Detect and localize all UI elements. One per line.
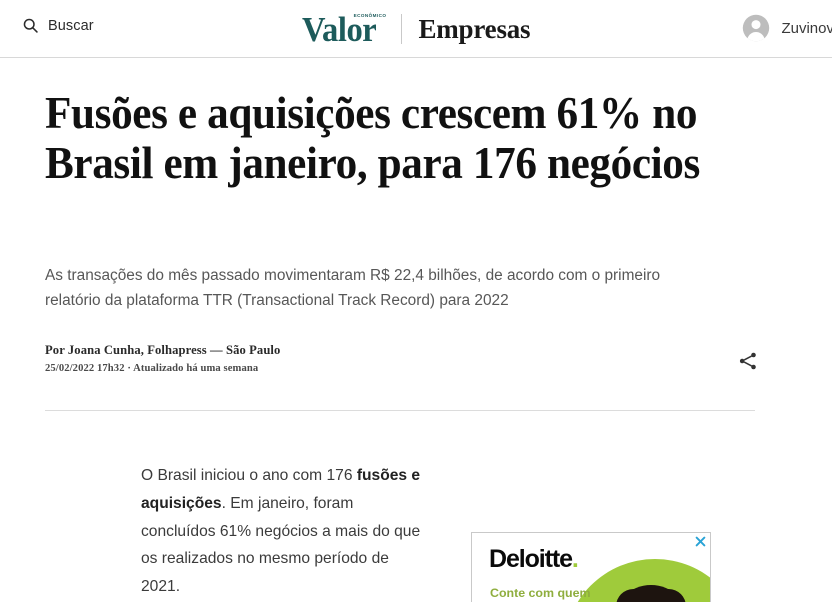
paragraph-bold-term: fusões e aquisições	[141, 467, 421, 512]
ad-brand-logo: Deloitte.	[489, 545, 579, 574]
section-title[interactable]: Empresas	[418, 13, 531, 44]
site-header: Buscar Valor ECONÔMICO Empresas Zuvinov	[0, 0, 832, 58]
user-menu[interactable]: Zuvinov	[742, 14, 832, 42]
page-title: Fusões e aquisições crescem 61% no Brasi…	[45, 88, 700, 189]
ad-copy-text: Conte com quem trabalha com os melhores …	[490, 586, 591, 600]
article-byline: Por Joana Cunha, Folhapress — São Paulo	[45, 343, 281, 357]
article-body: O Brasil iniciou o ano com 176 fusões e …	[141, 462, 431, 601]
user-avatar-icon	[742, 14, 770, 42]
article-timestamp: 25/02/2022 17h32 · Atualizado há uma sem…	[45, 363, 259, 374]
article-standfirst: As transações do mês passado movimentara…	[45, 267, 661, 309]
advertisement-banner[interactable]: Deloitte. Conte com quem trabalha com os…	[471, 532, 711, 602]
valor-logo[interactable]: Valor ECONÔMICO	[302, 12, 400, 47]
ad-person-photo	[594, 581, 710, 602]
paragraph-text-lead: O Brasil iniciou o ano com 176	[141, 467, 357, 484]
ad-close-icon[interactable]	[694, 535, 707, 548]
share-icon	[737, 350, 759, 372]
brand-lockup: Valor ECONÔMICO Empresas	[0, 0, 832, 58]
article-paragraph-1: O Brasil iniciou o ano com 176 fusões e …	[141, 462, 431, 601]
user-name: Zuvinov	[781, 19, 832, 37]
ad-brand-name: Deloitte	[489, 545, 573, 573]
section-divider	[45, 410, 755, 411]
ad-creative: Deloitte. Conte com quem trabalha com os…	[472, 533, 710, 602]
paragraph-text-rest: . Em janeiro, foram concluídos 61% negóc…	[141, 494, 421, 595]
brand-divider	[401, 14, 403, 44]
search-icon	[22, 17, 39, 34]
share-button[interactable]	[737, 350, 759, 372]
valor-logo-text: Valor	[301, 9, 377, 49]
search-button[interactable]: Buscar	[22, 17, 94, 34]
valor-logo-superscript: ECONÔMICO	[353, 12, 387, 18]
search-label: Buscar	[48, 17, 94, 34]
ad-brand-dot: .	[571, 545, 579, 573]
